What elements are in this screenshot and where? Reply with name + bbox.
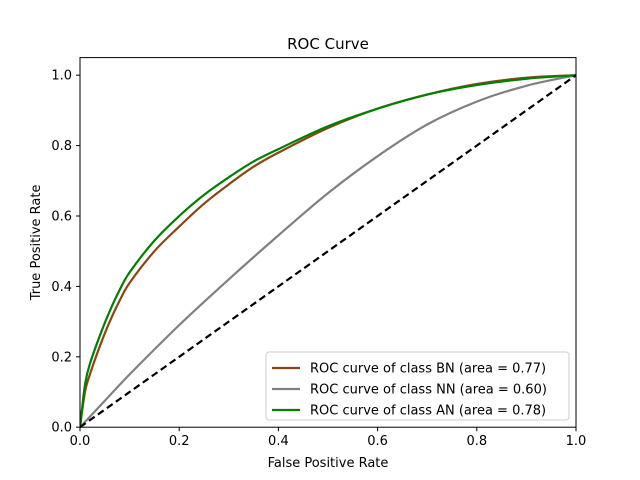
y-tick-label: 0.2 (51, 350, 72, 365)
x-tick-label: 0.8 (466, 434, 487, 449)
x-tick-label: 0.6 (367, 434, 388, 449)
series-line-1 (80, 74, 576, 428)
legend-label-1: ROC curve of class NN (area = 0.60) (310, 383, 547, 398)
legend-label-0: ROC curve of class BN (area = 0.77) (310, 362, 546, 377)
axis-ticks: 0.0 0.2 0.4 0.6 0.8 1.0 0.0 0.2 0.4 0.6 0.8 1.0 (51, 69, 586, 450)
y-tick-label: 0.4 (51, 280, 72, 295)
y-tick-label: 0.0 (51, 421, 72, 436)
legend-box (265, 351, 570, 421)
axes-frame (79, 57, 577, 428)
x-tick-label: 1.0 (566, 434, 587, 449)
series-line-2 (80, 74, 576, 428)
legend-label-2: ROC curve of class AN (area = 0.78) (310, 404, 546, 419)
y-axis-label: True Positive Rate (29, 184, 44, 301)
x-tick-label: 0.4 (268, 434, 289, 449)
legend: ROC curve of class BN (area = 0.77) ROC c… (265, 351, 570, 421)
y-tick-label: 1.0 (51, 69, 72, 84)
x-tick-label: 0.2 (169, 434, 190, 449)
x-tick-label: 0.0 (70, 434, 91, 449)
x-axis-label: False Positive Rate (268, 456, 389, 471)
chance-reference-line (79, 74, 577, 429)
chart-title: ROC Curve (287, 35, 369, 53)
y-tick-label: 0.6 (51, 210, 72, 225)
y-tick-label: 0.8 (51, 139, 72, 154)
plot-area (79, 74, 577, 429)
